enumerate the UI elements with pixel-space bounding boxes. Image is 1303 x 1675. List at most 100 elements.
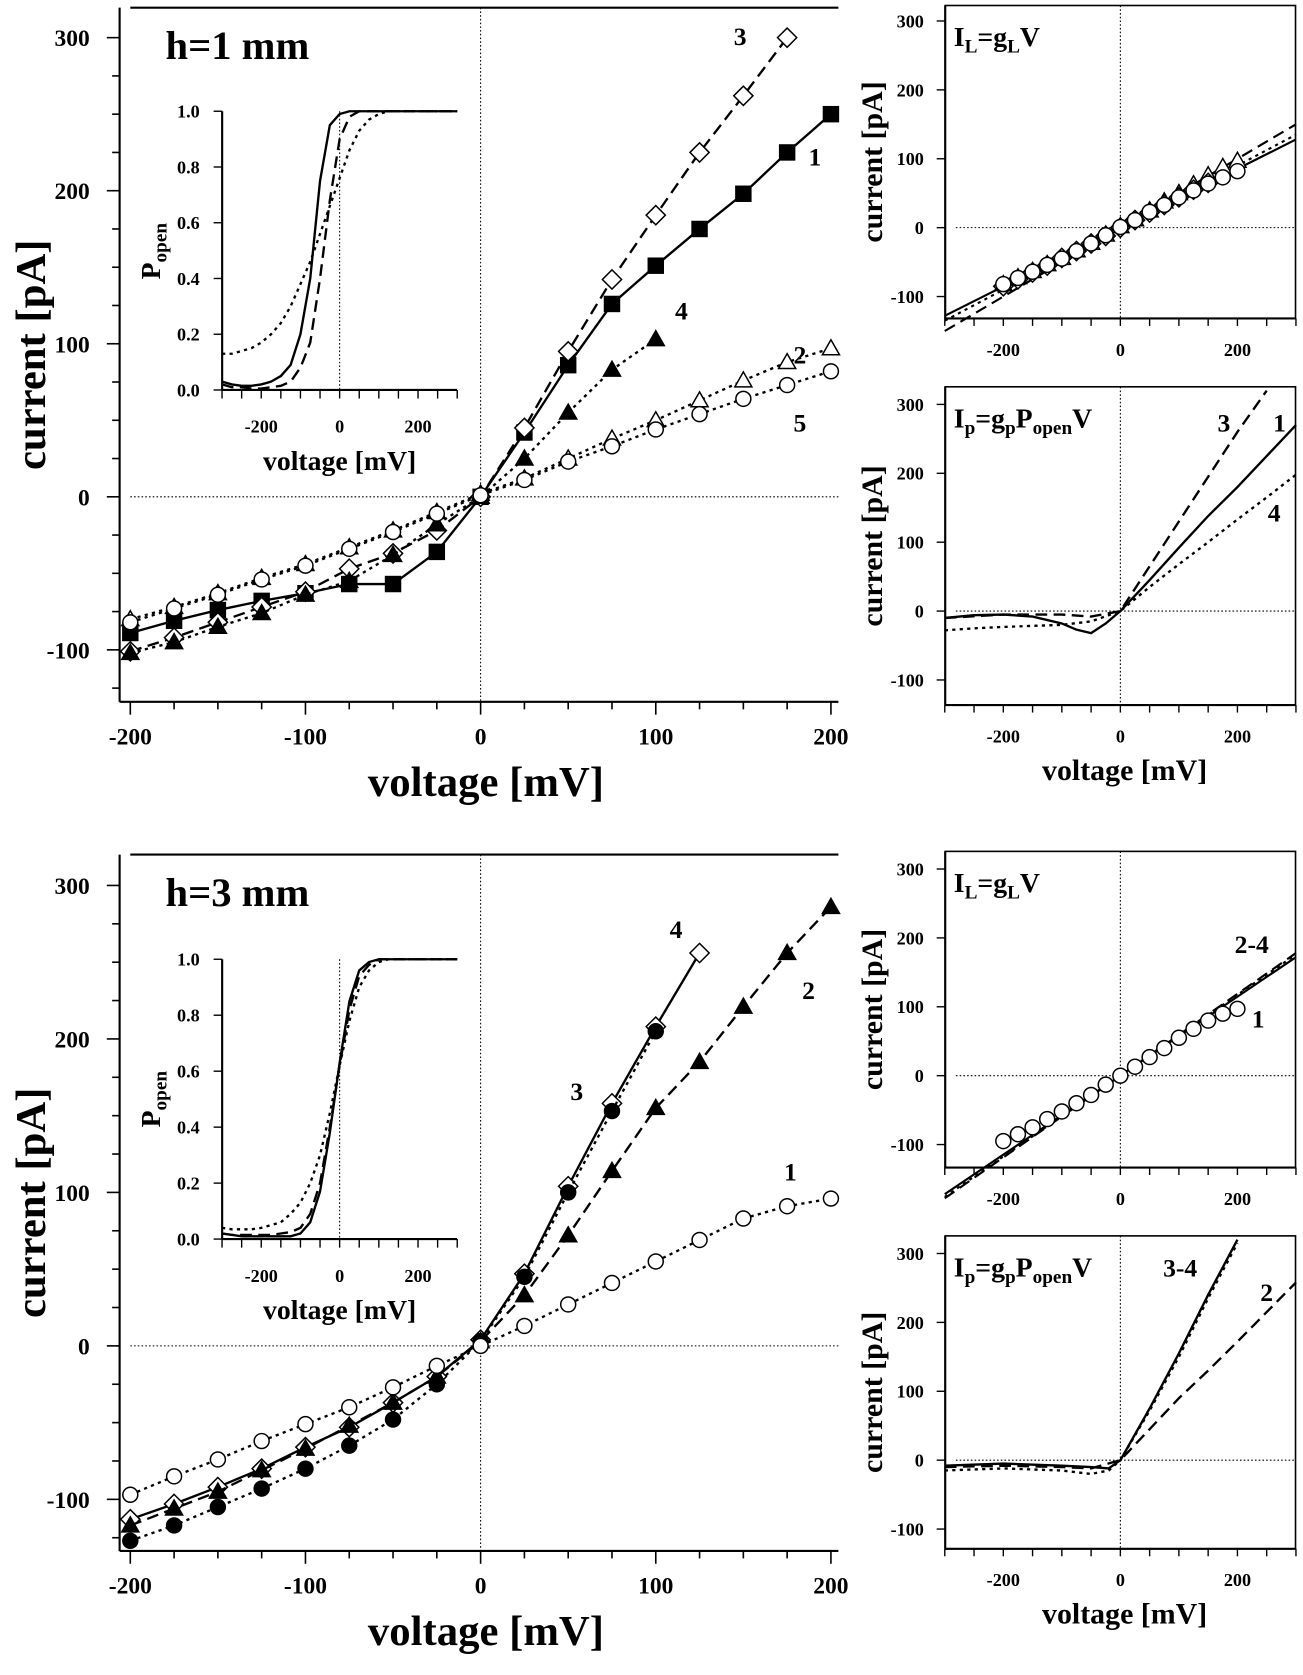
title-part: I [954, 403, 965, 434]
data-point [1126, 211, 1144, 229]
data-point [822, 363, 840, 380]
data-point [602, 359, 622, 377]
title-part: p [965, 418, 976, 439]
y-tick-label: 300 [897, 1244, 924, 1264]
y-tick-label: 200 [897, 928, 924, 948]
y-axis-title-main: P [136, 262, 167, 279]
series-label: 3 [570, 1077, 583, 1106]
main-plot-h3_main: -100 0 100 200 300 -200 -100 0 100 200 voltage [mV… [8, 853, 849, 1655]
data-point [122, 1486, 139, 1503]
y-axis-title: Popen [136, 223, 171, 280]
x-axis-title: voltage [mV] [368, 759, 604, 806]
series-line [944, 473, 1297, 632]
data-point [1112, 218, 1129, 236]
x-tick-label: 200 [1224, 340, 1251, 360]
x-tick-label: -200 [987, 1189, 1020, 1209]
data-point [1068, 242, 1085, 260]
series-4 [120, 329, 666, 661]
series-5 [122, 363, 840, 631]
data-point [1170, 189, 1188, 206]
data-point [339, 1415, 360, 1433]
y-tick-label: 0 [78, 1334, 90, 1360]
data-point [1082, 1086, 1100, 1104]
title-part: P [1016, 1252, 1033, 1283]
data-point [1214, 169, 1232, 186]
x-axis-title: voltage [mV] [263, 1295, 416, 1326]
y-tick-label: 300 [54, 26, 89, 52]
y-tick-label: 100 [897, 149, 924, 169]
y-tick-label: -100 [891, 287, 924, 307]
y-tick-label: 0.8 [177, 1006, 200, 1026]
series-line [129, 347, 832, 621]
data-point [557, 340, 579, 363]
y-tick-label: 0.4 [177, 269, 200, 289]
y-tick-label: 100 [897, 1382, 924, 1402]
title-part: =g [975, 1252, 1005, 1283]
data-point [603, 1102, 621, 1120]
data-point [691, 405, 708, 423]
y-tick-label: 100 [54, 332, 89, 358]
data-point [164, 1498, 184, 1516]
data-point [428, 1357, 446, 1375]
panel-title: h=1 mm [166, 23, 310, 68]
data-point [1156, 1039, 1173, 1057]
series-label: 3 [1218, 409, 1231, 438]
x-tick-label: -200 [245, 417, 278, 437]
data-point [733, 996, 754, 1014]
x-tick-label: -100 [284, 1574, 327, 1600]
series-label: 1 [1273, 409, 1286, 438]
x-tick-label: 200 [404, 417, 431, 437]
data-point [384, 575, 402, 593]
data-point [1053, 1103, 1071, 1120]
data-point [472, 1337, 489, 1355]
y-tick-label: 200 [54, 179, 89, 205]
data-point [645, 329, 666, 347]
data-point [384, 1411, 402, 1428]
series-2 [944, 1281, 1297, 1470]
data-point [689, 1051, 710, 1070]
data-point [688, 942, 711, 964]
data-point [295, 1438, 316, 1456]
title-part: L [965, 36, 978, 57]
data-point [1199, 1012, 1217, 1029]
data-point [1141, 1048, 1158, 1066]
y-tick-label: 1.0 [177, 102, 200, 122]
y-tick-label: 300 [897, 11, 924, 31]
data-point [1038, 256, 1056, 274]
x-axis-title: voltage [mV] [1042, 754, 1207, 787]
panel-formula-title: IL=gLV [954, 22, 1040, 57]
data-point [428, 1376, 446, 1393]
x-tick-label: 200 [1224, 1189, 1251, 1209]
series-label: 1 [784, 1157, 797, 1186]
x-tick-label: 0 [1116, 1570, 1125, 1590]
x-axis-title: voltage [mV] [368, 1608, 604, 1655]
data-point [559, 1184, 577, 1201]
data-point [821, 338, 841, 356]
y-axis-title: current [pA] [8, 239, 55, 470]
data-point [1199, 175, 1217, 192]
y-axis-title: current [pA] [856, 81, 889, 242]
data-point [603, 1274, 621, 1292]
data-point [122, 614, 139, 631]
data-point [777, 352, 797, 370]
data-point [1185, 182, 1202, 199]
series-label: 4 [1268, 498, 1281, 527]
title-part: V [1072, 1252, 1092, 1283]
y-tick-label: 100 [897, 997, 924, 1017]
y-axis-title-subscript: open [151, 1071, 172, 1111]
data-point [1097, 1076, 1114, 1093]
data-point [1185, 1020, 1202, 1038]
x-axis-title: voltage [mV] [1042, 1598, 1207, 1631]
data-point [1097, 227, 1114, 244]
data-point [558, 402, 579, 420]
title-part: L [1007, 36, 1020, 57]
panel-title: h=3 mm [166, 870, 310, 915]
data-point [295, 584, 316, 602]
y-tick-label: 0 [915, 1066, 924, 1086]
y-tick-label: 300 [897, 859, 924, 879]
data-point [1009, 269, 1027, 287]
series-label: 1 [809, 143, 822, 172]
data-point [602, 1160, 622, 1179]
y-tick-label: 0.8 [177, 157, 200, 177]
